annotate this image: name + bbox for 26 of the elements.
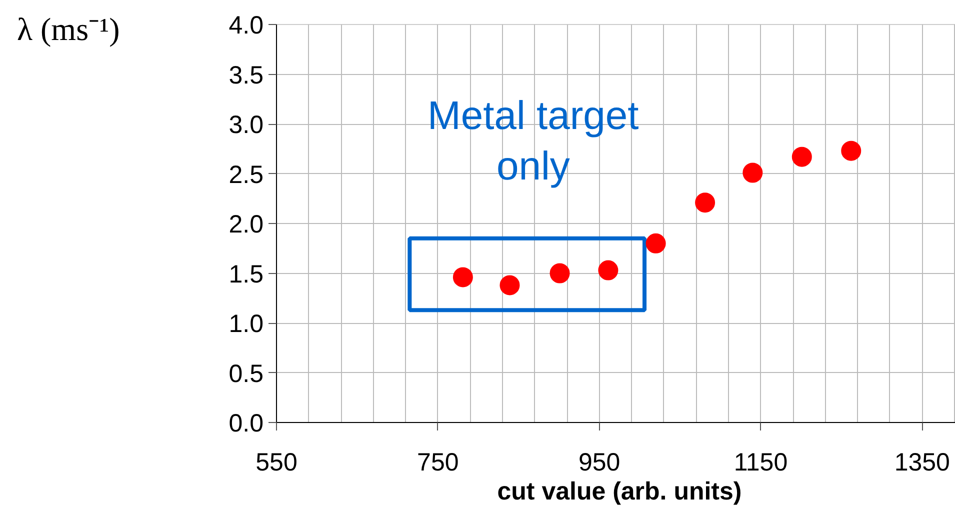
point bbox=[646, 233, 666, 254]
point bbox=[598, 260, 618, 280]
x-tick-label: 550 bbox=[256, 448, 298, 476]
point bbox=[452, 267, 473, 288]
point bbox=[500, 275, 520, 296]
y-axis-title: λ (ms⁻¹) bbox=[16, 10, 120, 49]
x-tick-label: 1350 bbox=[894, 448, 950, 476]
y-tick-label: 1.0 bbox=[228, 310, 264, 338]
y-tick-label: 2.5 bbox=[228, 160, 264, 189]
point bbox=[792, 146, 812, 167]
y-tick-label: 4.0 bbox=[228, 12, 264, 40]
x-tick-label: 1150 bbox=[734, 448, 788, 476]
point bbox=[841, 140, 862, 161]
point bbox=[695, 192, 716, 213]
x-axis-title: cut value (arb. units) bbox=[497, 478, 742, 506]
y-tick-label: 0.0 bbox=[228, 410, 264, 438]
x-tick-label: 750 bbox=[417, 448, 459, 476]
y-tick-label: 1.5 bbox=[228, 260, 264, 288]
y-tick-label: 0.5 bbox=[228, 360, 264, 388]
y-tick-label: 3.5 bbox=[228, 61, 264, 90]
point bbox=[742, 162, 763, 183]
point bbox=[550, 263, 570, 284]
annotation: Metal target only bbox=[428, 94, 639, 189]
y-tick-label: 2.0 bbox=[228, 210, 264, 238]
y-tick-label: 3.0 bbox=[228, 111, 264, 139]
x-tick-label: 950 bbox=[578, 448, 620, 476]
